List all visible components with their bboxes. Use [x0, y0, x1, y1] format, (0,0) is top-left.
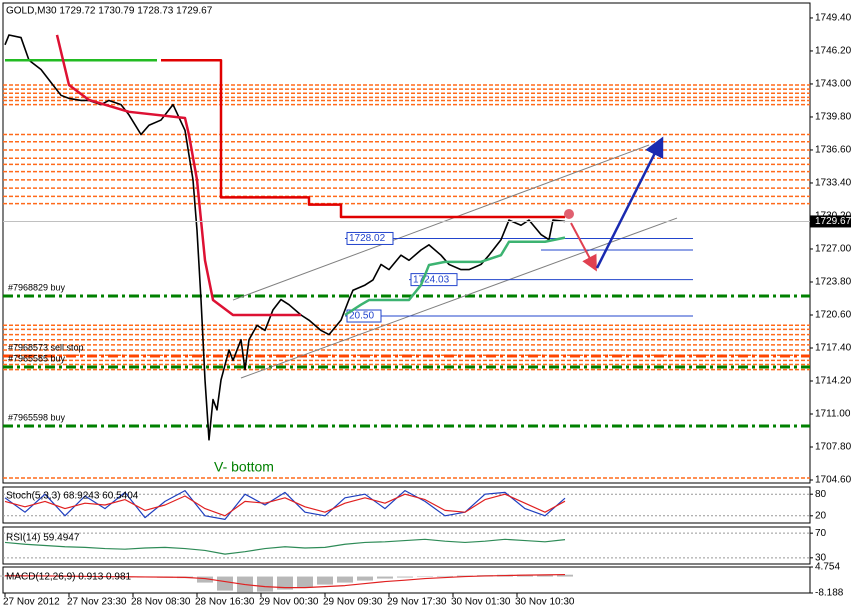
panel-title: MACD(12,26,9) 0.913 0.981: [6, 572, 132, 583]
last-price-label: 1729.67: [815, 216, 851, 227]
x-tick-label: 27 Nov 23:30: [67, 597, 127, 608]
histogram-bar: [57, 576, 73, 578]
price-label-box: [346, 231, 394, 245]
panel-title: Stoch(5,3,3) 68.9243 60.5404: [6, 491, 139, 502]
down-arrow: [570, 222, 597, 272]
histogram-bar: [257, 576, 273, 592]
histogram-bar: [317, 576, 333, 585]
signal-marker: [564, 209, 574, 219]
y-tick-label: 70: [815, 528, 827, 539]
up-arrow: [595, 136, 664, 269]
panel-title: RSI(14) 59.4947: [6, 533, 80, 544]
y-tick-label: 20: [815, 510, 827, 521]
histogram-bar: [357, 576, 373, 581]
y-tick-label: 1746.20: [815, 46, 851, 57]
channel-line: [240, 217, 678, 379]
y-tick-label: 1723.80: [815, 277, 851, 288]
y-tick-label: 4.754: [815, 562, 840, 573]
order-label: #7968829 buy: [8, 282, 66, 292]
y-tick-label: 1714.20: [815, 376, 851, 387]
series-line: [4, 538, 566, 555]
histogram-bar: [397, 576, 413, 578]
order-label: #7968573 sell stop: [8, 342, 84, 352]
histogram-bar: [277, 576, 293, 590]
channel-line: [232, 144, 650, 301]
x-tick-label: 28 Nov 16:30: [195, 597, 255, 608]
y-tick-label: 1739.80: [815, 112, 851, 123]
y-tick-label: 1711.00: [815, 409, 851, 420]
y-tick-label: 1749.40: [815, 13, 851, 24]
x-tick-label: 29 Nov 09:30: [323, 597, 383, 608]
y-tick-label: 1720.60: [815, 310, 851, 321]
order-label: #7965585 buy: [8, 353, 66, 363]
y-tick-label: 1743.00: [815, 79, 851, 90]
y-tick-label: 30: [815, 552, 827, 563]
x-tick-label: 28 Nov 08:30: [131, 597, 191, 608]
order-label: #7965598 buy: [8, 412, 66, 422]
last-price-box: [810, 215, 851, 228]
price-label-box: [346, 309, 382, 323]
histogram-bar: [377, 576, 393, 579]
histogram-bar: [417, 576, 433, 578]
main-panel: [2, 2, 811, 484]
y-tick-label: 80: [815, 489, 827, 500]
histogram-bar: [537, 574, 553, 577]
histogram-bar: [297, 576, 313, 588]
y-tick-label: 1704.60: [815, 475, 851, 486]
histogram-bar: [197, 576, 213, 583]
rsi-panel: [2, 526, 811, 565]
annotation: V- bottom: [214, 459, 274, 475]
plot-layer: 1749.40 1746.20 1743.00 1739.80 1736.60 1733.…: [0, 13, 851, 608]
chart-title: GOLD,M30 1729.72 1730.79 1728.73 1729.67: [6, 6, 213, 17]
x-tick-label: 27 Nov 2012: [3, 597, 60, 608]
histogram-bar: [437, 575, 453, 577]
y-tick-label: 1707.80: [815, 442, 851, 453]
series-line: [4, 493, 566, 517]
x-tick-label: 29 Nov 17:30: [387, 597, 447, 608]
histogram-bar: [217, 576, 233, 591]
series-line: [4, 34, 566, 441]
series-line: [4, 573, 566, 589]
histogram-bar: [557, 574, 573, 577]
y-tick-label: 1736.60: [815, 145, 851, 156]
y-tick-label: 1717.40: [815, 343, 851, 354]
y-tick-label: -8.188: [815, 588, 844, 599]
series-line: [55, 34, 301, 317]
y-tick-label: 1733.40: [815, 178, 851, 189]
y-tick-label: 1727.00: [815, 244, 851, 255]
series-line: [344, 236, 566, 317]
price-label: 1728.02: [349, 233, 386, 244]
x-tick-label: 30 Nov 01:30: [451, 597, 511, 608]
histogram-bar: [337, 576, 353, 583]
price-label: 20.50: [349, 311, 374, 322]
x-tick-label: 30 Nov 10:30: [515, 597, 575, 608]
stoch-panel: [2, 486, 811, 524]
x-tick-label: 29 Nov 00:30: [259, 597, 319, 608]
series-line: [161, 58, 565, 219]
price-label: 1724.03: [413, 274, 450, 285]
